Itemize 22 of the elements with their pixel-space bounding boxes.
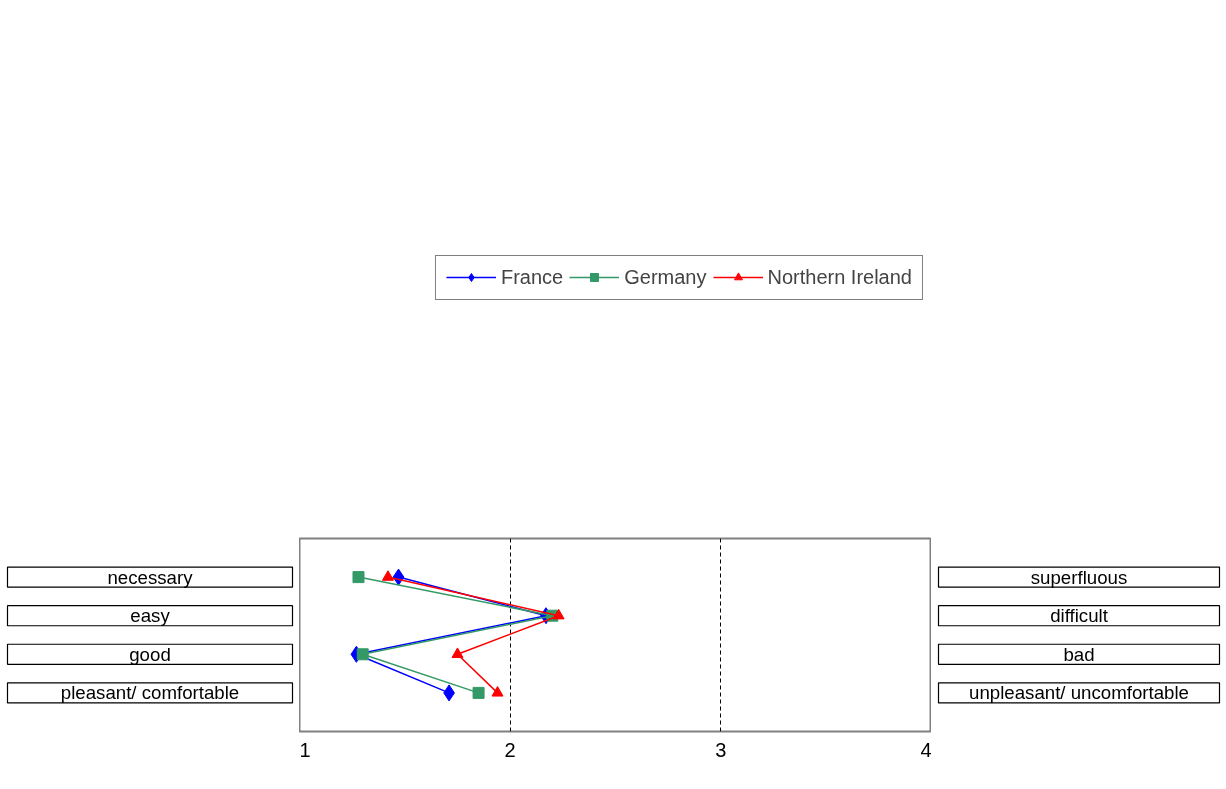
y-tick-label: pleasant/ comfortable	[60, 682, 240, 704]
y-tick-label: easy	[130, 605, 171, 627]
point	[356, 648, 369, 661]
legend-label: Northern Ireland	[767, 265, 912, 289]
legend-label: France	[500, 265, 564, 289]
x-tick-label: 2	[504, 738, 516, 761]
legend-label: Germany	[624, 265, 707, 289]
y2-tick-label: difficult	[1050, 605, 1109, 627]
y-tick-label: necessary	[107, 566, 194, 588]
point	[381, 570, 394, 581]
point	[451, 647, 464, 658]
point	[472, 686, 485, 699]
y2-tick-label: bad	[1063, 643, 1095, 665]
x-tick-label: 4	[920, 738, 932, 761]
point	[352, 571, 365, 584]
point	[491, 686, 504, 697]
x-tick-label: 3	[715, 738, 727, 761]
y2-tick-label: superfluous	[1030, 566, 1128, 588]
y2-tick-label: unpleasant/ uncomfortable	[969, 682, 1189, 704]
point	[552, 608, 565, 620]
y-tick-label: good	[129, 643, 171, 665]
x-tick-label: 1	[299, 738, 311, 761]
